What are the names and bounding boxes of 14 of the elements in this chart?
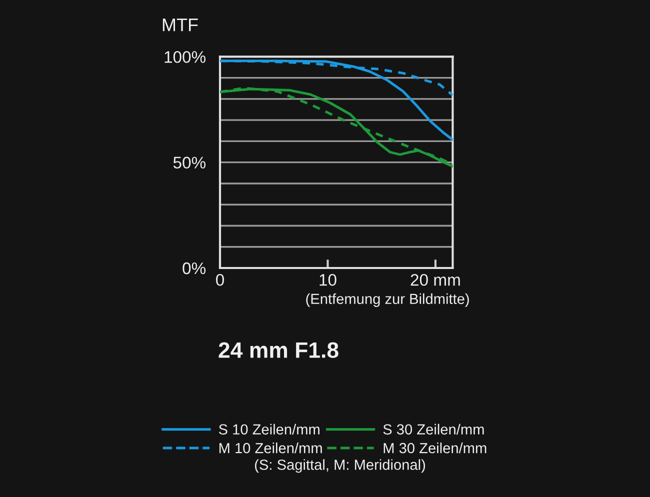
x-axis-title: (Entfemung zur Bildmitte) — [306, 293, 469, 307]
text: (S: Sagittal, M: Meridional) — [255, 459, 426, 473]
x-tick-label: 0 — [216, 274, 224, 286]
y-tick-label: 50% — [173, 156, 206, 169]
y-axis-title: MTF — [162, 18, 198, 32]
legend-label: M 10 Zeilen/mm — [219, 442, 322, 454]
y-tick-label: 0% — [182, 262, 206, 274]
legend-label: S 10 Zeilen/mm — [218, 424, 320, 435]
y-tick-label: 100% — [164, 51, 206, 63]
x-tick-label: 10 — [320, 274, 336, 286]
legend-label: S 30 Zeilen/mm — [383, 424, 484, 435]
x-tick-label: 20 mm — [410, 274, 460, 286]
text: 24 mm F1.8 — [218, 342, 338, 358]
legend-label: M 30 Zeilen/mm — [384, 442, 486, 454]
